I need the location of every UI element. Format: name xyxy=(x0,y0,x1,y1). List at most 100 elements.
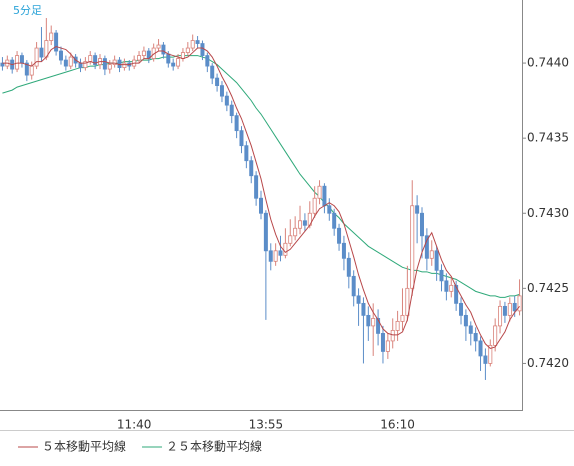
candle-body xyxy=(268,250,273,262)
candle-body xyxy=(493,325,498,346)
candle-body xyxy=(234,115,239,132)
candle-body xyxy=(283,242,288,256)
y-tick-label: 0.7440 xyxy=(527,56,569,70)
candle-body xyxy=(390,330,395,342)
candle-body xyxy=(410,205,415,289)
candle-body xyxy=(263,212,268,252)
candle-body xyxy=(483,355,488,364)
timeframe-label: 5分足 xyxy=(13,4,42,17)
candle-body xyxy=(102,58,107,70)
candle-body xyxy=(517,295,522,312)
candle-body xyxy=(224,95,229,106)
candle-body xyxy=(200,43,205,56)
candle-body xyxy=(190,40,195,49)
candle-body xyxy=(171,62,176,67)
plot-area xyxy=(0,18,522,380)
candle-body xyxy=(293,227,298,237)
candle-body xyxy=(366,314,371,327)
candle-body xyxy=(395,320,400,331)
candle-body xyxy=(424,235,429,259)
candle-body xyxy=(39,47,44,58)
candle-body xyxy=(161,44,166,55)
candle-body xyxy=(341,242,346,259)
candle-body xyxy=(83,61,88,68)
candle-body xyxy=(254,175,259,199)
candle-body xyxy=(156,44,161,49)
candle-body xyxy=(468,325,473,334)
candle-body xyxy=(473,333,478,342)
candle-body xyxy=(419,212,424,237)
candle-body xyxy=(63,59,68,67)
candle-body xyxy=(463,314,468,327)
candle-body xyxy=(449,284,454,292)
legend-label: ５本移動平均線 xyxy=(42,439,126,454)
candle-body xyxy=(371,317,376,327)
candle-body xyxy=(502,305,507,316)
y-tick-label: 0.7430 xyxy=(527,206,569,220)
candle-body xyxy=(317,185,322,199)
candle-body xyxy=(507,302,512,316)
candle-body xyxy=(361,302,366,316)
candle-body xyxy=(405,287,410,316)
candle-body xyxy=(332,212,337,229)
candle-body xyxy=(215,77,220,87)
x-tick-label: 11:40 xyxy=(117,418,152,432)
candle-body xyxy=(249,160,254,177)
candle-body xyxy=(58,50,63,61)
x-tick-label: 16:10 xyxy=(380,418,415,432)
candle-body xyxy=(0,62,5,67)
candle-body xyxy=(19,55,24,64)
y-tick-label: 0.7425 xyxy=(527,281,569,295)
candle-body xyxy=(210,65,215,79)
candle-body xyxy=(122,62,127,68)
candle-body xyxy=(54,32,59,52)
candle-body xyxy=(273,250,278,262)
candle-body xyxy=(376,317,381,334)
moving-average-line xyxy=(2,46,520,349)
candle-body xyxy=(244,145,249,162)
candle-body xyxy=(312,197,317,214)
candle-body xyxy=(439,269,444,282)
candle-body xyxy=(29,65,34,76)
candle-body xyxy=(298,220,303,229)
x-tick-label: 13:55 xyxy=(249,418,284,432)
candle-body xyxy=(68,56,73,67)
y-tick-label: 0.7435 xyxy=(527,131,569,145)
candle-body xyxy=(15,55,20,70)
candle-body xyxy=(400,314,405,322)
candle-body xyxy=(180,52,185,59)
candle-body xyxy=(498,305,503,327)
candle-body xyxy=(166,53,171,64)
candle-body xyxy=(356,295,361,304)
candle-body xyxy=(327,205,332,214)
candle-body xyxy=(219,85,224,97)
candle-body xyxy=(288,235,293,244)
candle-body xyxy=(24,62,29,76)
candle-body xyxy=(137,55,142,61)
candle-body xyxy=(434,250,439,271)
candle-body xyxy=(478,340,483,357)
candle-body xyxy=(385,340,390,352)
candle-body xyxy=(93,55,98,65)
candle-body xyxy=(351,275,356,297)
candle-body xyxy=(49,32,54,41)
candle-body xyxy=(302,220,307,226)
candle-body xyxy=(239,130,244,147)
legend-label: ２５本移動平均線 xyxy=(166,439,262,454)
candle-body xyxy=(205,55,210,67)
candle-body xyxy=(322,185,327,207)
candle-body xyxy=(88,55,93,62)
moving-average-line xyxy=(2,55,520,298)
candle-body xyxy=(34,47,39,67)
candle-body xyxy=(337,227,342,244)
candle-body xyxy=(78,62,83,68)
candle-body xyxy=(229,104,234,117)
candle-body xyxy=(512,302,517,312)
candle-body xyxy=(141,50,146,56)
candle-body xyxy=(185,47,190,53)
candle-body xyxy=(454,284,459,304)
candle-body xyxy=(346,257,351,277)
candle-body xyxy=(107,64,112,70)
